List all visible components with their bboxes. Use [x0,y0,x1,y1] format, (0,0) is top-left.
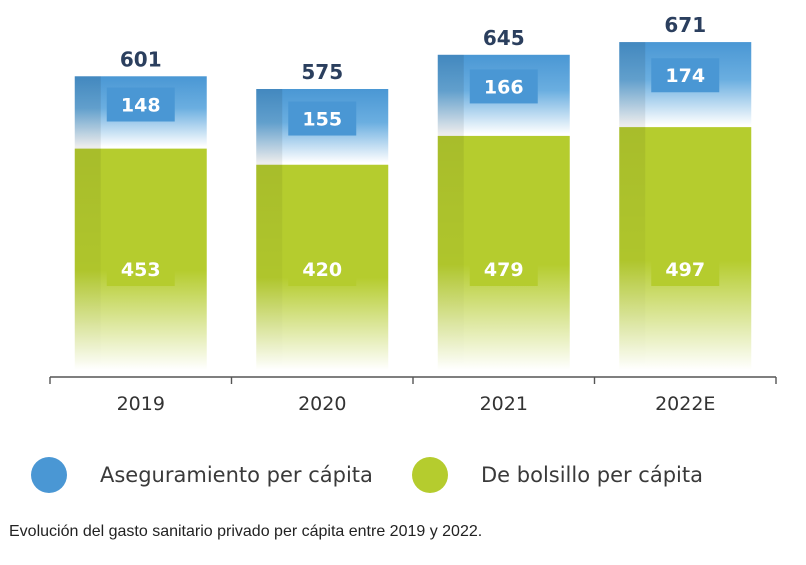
value-label-aseguramiento-2021: 166 [484,76,524,98]
stacked-bar-chart: 148 453 601 155 420 575 166 479 645 174 497 671 201… [49,13,777,415]
bar-shade-2020 [256,88,283,370]
bar-shade-2021 [437,54,464,370]
legend-item-de-bolsillo: De bolsillo per cápita [412,452,703,498]
value-label-de-bolsillo-2021: 479 [484,259,524,281]
x-tick-label-2020: 2020 [298,393,346,415]
legend-label-de-bolsillo: De bolsillo per cápita [481,463,703,487]
x-tick-label-2021: 2021 [480,393,528,415]
label-box-aseguramiento-2022E [651,58,720,93]
value-label-aseguramiento-2022E: 174 [665,65,705,87]
label-box-de-bolsillo-2021 [469,252,538,286]
value-label-de-bolsillo-2022E: 497 [665,259,705,281]
legend-label-aseguramiento: Aseguramiento per cápita [100,463,373,487]
label-box-aseguramiento-2019 [106,87,175,122]
figure-caption: Evolución del gasto sanitario privado pe… [9,523,483,540]
legend-swatch-aseguramiento [31,457,67,493]
value-label-aseguramiento-2019: 148 [121,94,161,116]
total-label-2019: 601 [120,47,162,71]
x-tick-label-2022E: 2022E [655,393,715,415]
label-box-de-bolsillo-2019 [106,252,175,286]
label-box-de-bolsillo-2022E [651,252,720,286]
legend-item-aseguramiento: Aseguramiento per cápita [31,452,373,498]
legend-swatch-de-bolsillo [412,457,448,493]
label-box-de-bolsillo-2020 [288,252,357,286]
value-label-de-bolsillo-2019: 453 [121,259,161,281]
total-label-2022E: 671 [664,13,706,37]
label-box-aseguramiento-2021 [469,69,538,104]
total-label-2020: 575 [301,60,343,84]
label-box-aseguramiento-2020 [288,101,357,136]
bar-shade-2019 [74,76,101,371]
x-tick-label-2019: 2019 [117,393,165,415]
total-label-2021: 645 [483,26,525,50]
bar-shade-2022E [619,42,646,370]
value-label-aseguramiento-2020: 155 [302,109,342,131]
value-label-de-bolsillo-2020: 420 [302,259,342,281]
